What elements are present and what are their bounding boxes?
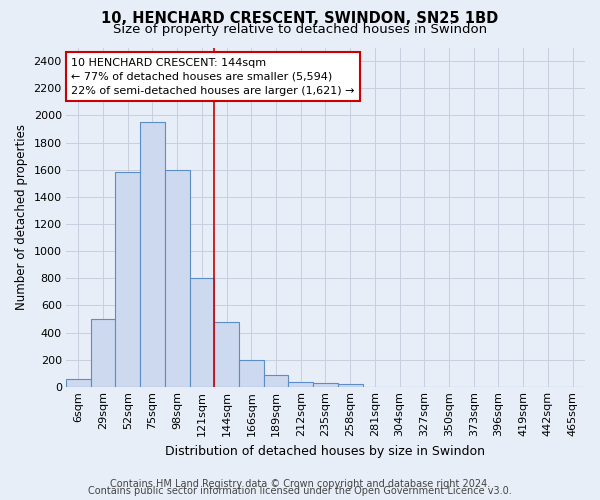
Bar <box>140 122 165 387</box>
Bar <box>338 384 362 387</box>
Text: Contains HM Land Registry data © Crown copyright and database right 2024.: Contains HM Land Registry data © Crown c… <box>110 479 490 489</box>
Bar <box>289 382 313 387</box>
Y-axis label: Number of detached properties: Number of detached properties <box>15 124 28 310</box>
Text: Size of property relative to detached houses in Swindon: Size of property relative to detached ho… <box>113 22 487 36</box>
Bar <box>214 322 239 387</box>
Text: 10, HENCHARD CRESCENT, SWINDON, SN25 1BD: 10, HENCHARD CRESCENT, SWINDON, SN25 1BD <box>101 11 499 26</box>
Text: 10 HENCHARD CRESCENT: 144sqm
← 77% of detached houses are smaller (5,594)
22% of: 10 HENCHARD CRESCENT: 144sqm ← 77% of de… <box>71 58 355 96</box>
X-axis label: Distribution of detached houses by size in Swindon: Distribution of detached houses by size … <box>166 444 485 458</box>
Bar <box>263 374 289 387</box>
Bar <box>91 319 115 387</box>
Text: Contains public sector information licensed under the Open Government Licence v3: Contains public sector information licen… <box>88 486 512 496</box>
Bar <box>115 172 140 387</box>
Bar <box>313 383 338 387</box>
Bar <box>239 360 263 387</box>
Bar <box>190 278 214 387</box>
Bar <box>165 170 190 387</box>
Bar <box>66 380 91 387</box>
